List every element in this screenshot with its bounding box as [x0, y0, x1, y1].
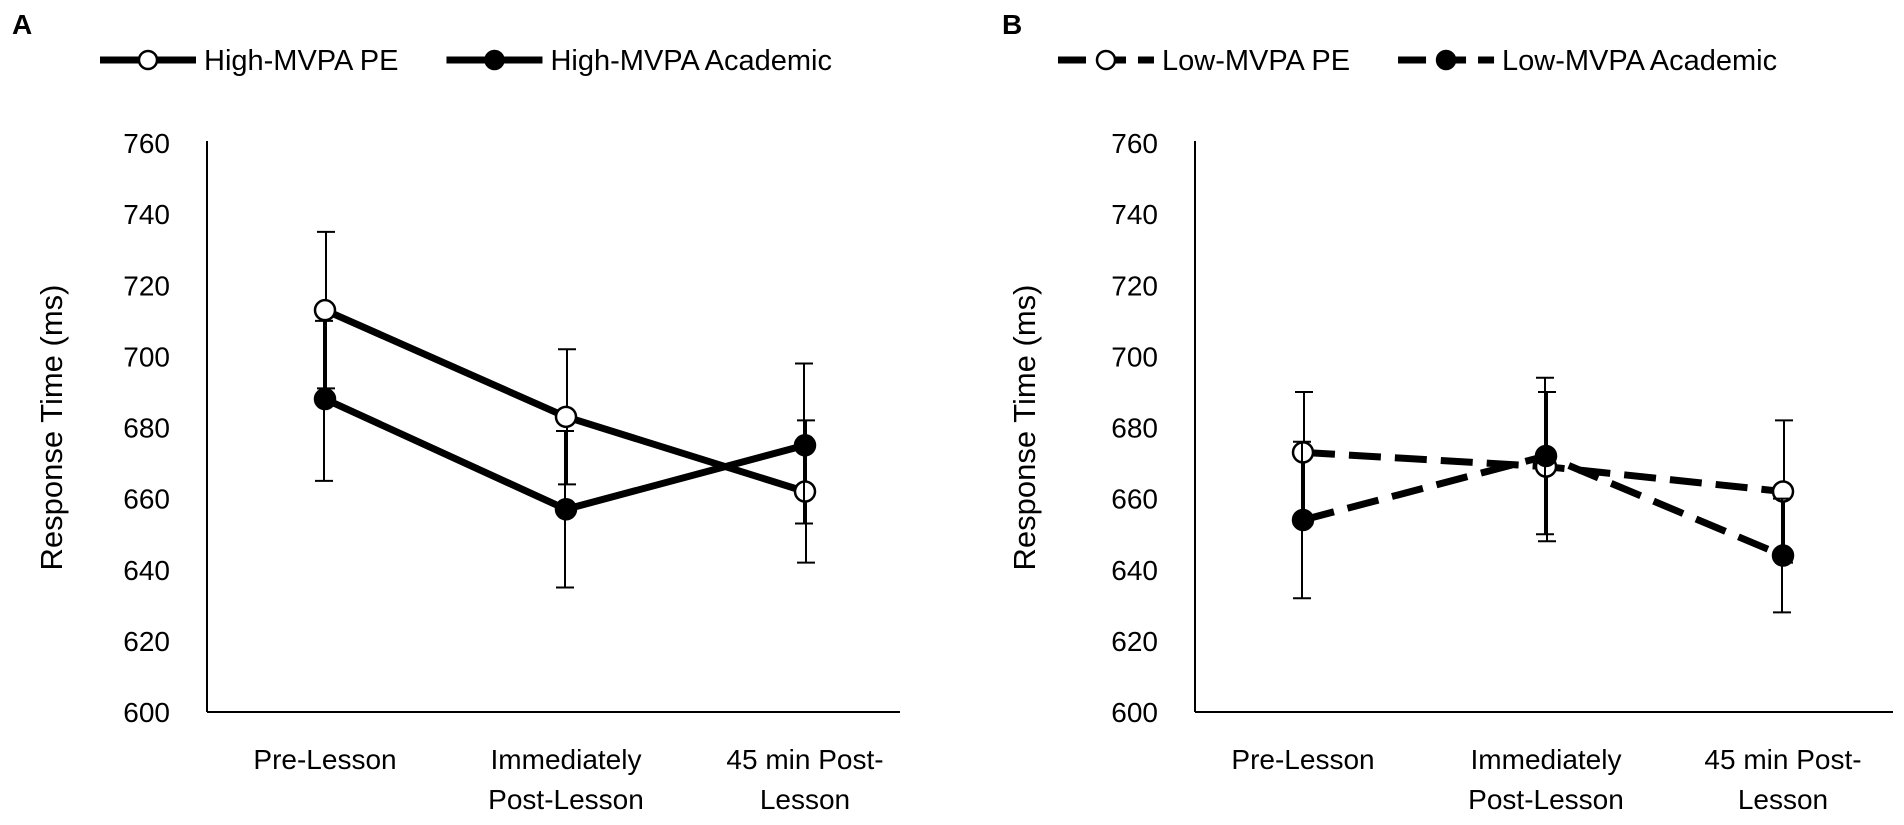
series-low-mvpa-academic: [1291, 376, 1795, 614]
data-point: [313, 298, 337, 322]
x-tick-label: Pre-Lesson: [1231, 744, 1374, 775]
x-tick-label: Immediately: [491, 744, 642, 775]
x-tick-label: Pre-Lesson: [253, 744, 396, 775]
chart-panel-b: B Low-MVPA PE Low-MVPA Academic Response Ti…: [1002, 9, 1893, 815]
y-tick-label: 600: [1111, 697, 1158, 728]
legend-entry: High-MVPA Academic: [446, 45, 832, 77]
data-point: [1291, 508, 1315, 532]
data-point: [313, 387, 337, 411]
y-tick-label: 760: [1111, 128, 1158, 159]
legend-marker: [137, 49, 159, 71]
x-tick-label: Immediately: [1471, 744, 1622, 775]
y-tick-label: 620: [1111, 626, 1158, 657]
data-point: [554, 498, 578, 521]
data-point: [1771, 544, 1795, 567]
y-axis-label: Response Time (ms): [34, 285, 69, 571]
y-tick-label: 700: [1111, 341, 1158, 372]
legend-entry: Low-MVPA Academic: [1398, 45, 1777, 77]
legend-marker: [1435, 49, 1457, 71]
y-tick-label: 600: [123, 697, 170, 728]
x-tick-label: 45 min Post-: [1704, 744, 1861, 775]
x-tick-label: Post-Lesson: [488, 784, 644, 815]
x-tick-label: Lesson: [1738, 784, 1828, 815]
data-point: [793, 434, 817, 457]
legend-label: High-MVPA Academic: [550, 45, 832, 77]
y-axis-label: Response Time (ms): [1007, 285, 1042, 571]
legend-label: Low-MVPA Academic: [1502, 45, 1777, 77]
y-tick-label: 740: [1111, 199, 1158, 230]
series-low-mvpa-pe: [1291, 390, 1795, 564]
panel-label: A: [12, 9, 32, 40]
data-point: [554, 405, 578, 429]
x-tick-label: Post-Lesson: [1468, 784, 1624, 815]
y-tick-label: 760: [123, 128, 170, 159]
legend-label: High-MVPA PE: [204, 45, 398, 77]
legend-entry: Low-MVPA PE: [1058, 45, 1350, 77]
chart-panel-a: A High-MVPA PE High-MVPA Academic Response …: [12, 9, 900, 815]
y-tick-label: 720: [123, 270, 170, 301]
y-tick-label: 640: [1111, 555, 1158, 586]
y-tick-label: 680: [123, 413, 170, 444]
series-high-mvpa-academic: [313, 319, 817, 589]
legend-marker: [484, 49, 505, 71]
legend-label: Low-MVPA PE: [1162, 45, 1350, 77]
data-point: [1534, 444, 1558, 468]
y-tick-label: 700: [123, 341, 170, 372]
y-tick-label: 640: [123, 555, 170, 586]
x-tick-label: Lesson: [760, 784, 850, 815]
y-tick-label: 680: [1111, 413, 1158, 444]
y-tick-label: 720: [1111, 270, 1158, 301]
y-tick-label: 620: [123, 626, 170, 657]
panel-label: B: [1002, 9, 1022, 40]
legend-marker: [1095, 49, 1117, 71]
y-tick-label: 740: [123, 199, 170, 230]
x-tick-label: 45 min Post-: [726, 744, 883, 775]
legend-entry: High-MVPA PE: [100, 45, 398, 77]
y-tick-label: 660: [123, 484, 170, 515]
y-tick-label: 660: [1111, 484, 1158, 515]
